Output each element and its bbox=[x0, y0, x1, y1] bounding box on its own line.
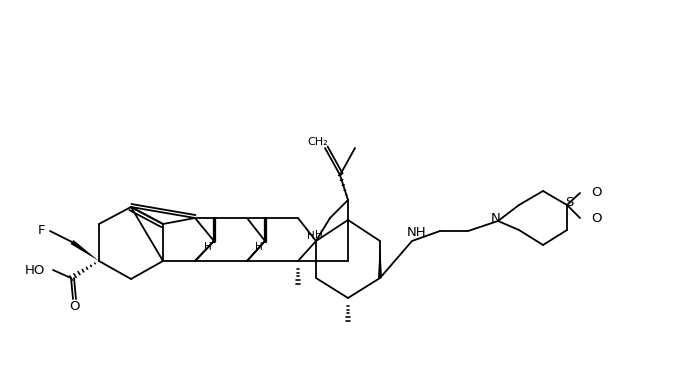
Text: H: H bbox=[204, 242, 212, 252]
Text: O: O bbox=[591, 187, 602, 199]
Text: CH₂: CH₂ bbox=[308, 137, 329, 147]
Text: NH: NH bbox=[407, 226, 427, 240]
Text: H: H bbox=[315, 230, 323, 240]
Polygon shape bbox=[378, 241, 382, 278]
Text: F: F bbox=[37, 224, 45, 237]
Text: S: S bbox=[565, 197, 573, 209]
Text: HO: HO bbox=[24, 263, 45, 276]
Polygon shape bbox=[70, 240, 99, 261]
Text: H: H bbox=[255, 242, 263, 252]
Text: N: N bbox=[491, 212, 501, 226]
Text: O: O bbox=[69, 301, 79, 314]
Text: H: H bbox=[307, 231, 315, 241]
Text: O: O bbox=[591, 212, 602, 224]
